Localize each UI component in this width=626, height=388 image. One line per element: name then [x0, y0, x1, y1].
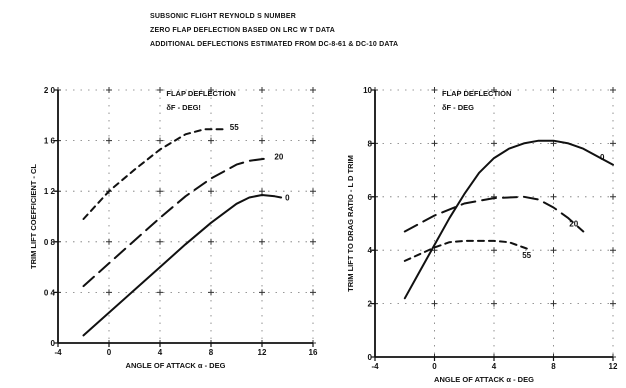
grid-cross [431, 140, 438, 147]
x-tick-label: 0 [107, 348, 112, 357]
header-line-2: ZERO FLAP DEFLECTION BASED ON LRC W T DA… [150, 27, 335, 34]
grid-cross [550, 87, 557, 93]
y-tick-label: 0 [368, 353, 373, 362]
gridlines [372, 87, 616, 360]
grid-cross [208, 137, 214, 144]
legend-subtitle: δF - DEG! [166, 103, 201, 112]
x-tick-label: 12 [609, 362, 618, 371]
grid-cross [259, 137, 265, 144]
y-tick-label: 10 [363, 86, 372, 95]
grid-cross [610, 87, 616, 93]
grid-cross [157, 87, 163, 93]
y-axis-label: TRIM LIFT TO DRAG RATIO - L D TRIM [346, 155, 355, 292]
x-tick-label: 4 [492, 362, 497, 371]
grid-cross [157, 188, 163, 195]
figure-header: SUBSONIC FLIGHT REYNOLD S NUMBER ZERO FL… [150, 10, 398, 52]
x-axis-label: ANGLE OF ATTACK α - DEG [434, 375, 534, 384]
series-line-0 [403, 139, 614, 300]
series-label-55: 55 [230, 123, 239, 132]
series-line-20 [403, 195, 585, 233]
header-line-1: SUBSONIC FLIGHT REYNOLD S NUMBER [150, 13, 297, 20]
y-tick-label: 6 [368, 193, 373, 202]
grid-cross [610, 140, 616, 147]
header-line-3: ADDITIONAL DEFLECTIONS ESTIMATED FROM DC… [150, 41, 399, 48]
y-axis-label: TRIM LIFT COEFFICIENT - CL [29, 164, 38, 269]
grid-cross [491, 247, 497, 254]
grid-cross [259, 238, 265, 245]
grid-cross [208, 188, 214, 195]
grid-cross [310, 188, 316, 195]
x-tick-label: 4 [158, 348, 163, 357]
grid-cross [431, 87, 438, 93]
grid-cross [106, 289, 112, 296]
grid-cross [157, 137, 163, 144]
grid-cross [431, 193, 438, 200]
x-tick-label: 8 [551, 362, 556, 371]
y-tick-label: 4 [368, 246, 373, 255]
grid-cross [310, 289, 316, 296]
grid-cross [491, 140, 497, 147]
y-tick-label: 2 [368, 300, 373, 309]
legend-title: FLAP DEFLECTION [166, 89, 235, 98]
grid-cross [550, 193, 557, 200]
grid-cross [610, 300, 616, 307]
grid-cross [106, 137, 112, 144]
grid-cross [259, 289, 265, 296]
grid-cross [610, 193, 616, 200]
grid-cross [310, 238, 316, 245]
grid-cross [157, 238, 163, 245]
grid-cross [106, 238, 112, 245]
y-tick-label: 0 [51, 339, 56, 348]
grid-cross [106, 87, 112, 93]
y-tick-label: 8 [368, 139, 373, 148]
grid-cross [550, 247, 557, 254]
series-label-20: 20 [274, 152, 283, 161]
grid-cross [491, 87, 497, 93]
grid-cross [610, 247, 616, 254]
series-line-20 [82, 157, 270, 288]
grid-cross [491, 300, 497, 307]
grid-cross [208, 238, 214, 245]
grid-cross [431, 300, 438, 307]
series-line-55 [82, 128, 225, 220]
y-tick-label: 2 0 [44, 86, 56, 95]
grid-cross [259, 188, 265, 195]
grid-cross [310, 137, 316, 144]
x-axis-label: ANGLE OF ATTACK α - DEG [126, 361, 226, 370]
x-tick-label: 12 [258, 348, 267, 357]
grid-cross [259, 87, 265, 93]
series-label-20: 20 [569, 220, 578, 229]
y-tick-label: 1 6 [44, 137, 56, 146]
y-tick-label: 0 8 [44, 238, 56, 247]
grid-cross [550, 300, 557, 307]
legend-title: FLAP DEFLECTION [442, 89, 511, 98]
series-line-55 [403, 239, 533, 262]
x-tick-label: -4 [54, 348, 62, 357]
y-tick-label: 1 2 [44, 187, 56, 196]
series-line-0 [82, 194, 283, 337]
x-tick-label: 16 [309, 348, 318, 357]
x-tick-label: 0 [432, 362, 437, 371]
legend-subtitle: δF - DEG [442, 103, 474, 112]
series-label-0: 0 [600, 153, 605, 162]
x-tick-label: -4 [371, 362, 379, 371]
series-label-55: 55 [522, 251, 531, 260]
y-tick-label: 0 4 [44, 288, 56, 297]
grid-cross [310, 87, 316, 93]
x-tick-label: 8 [209, 348, 214, 357]
grid-cross [157, 289, 163, 296]
series-label-0: 0 [285, 194, 290, 203]
grid-cross [208, 87, 214, 93]
grid-cross [208, 289, 214, 296]
gridlines [55, 87, 316, 346]
